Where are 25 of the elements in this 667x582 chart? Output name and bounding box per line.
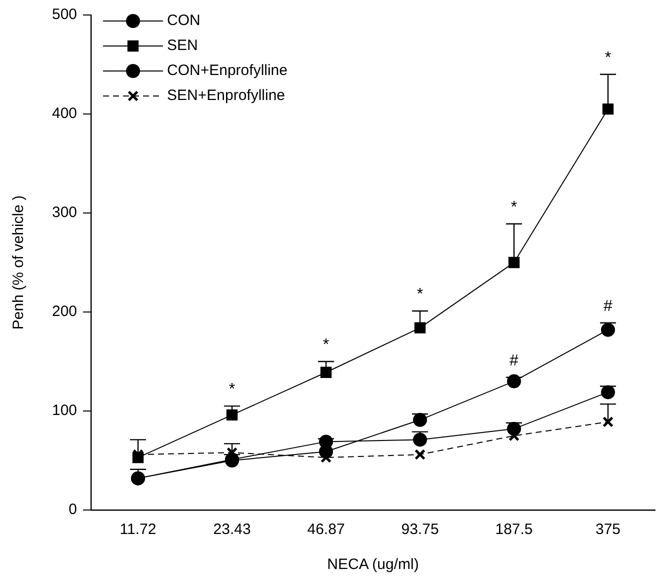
y-tick-label: 500 [52, 6, 78, 24]
annotation: # [604, 298, 613, 315]
y-tick-label: 300 [52, 204, 78, 222]
y-tick-label: 200 [52, 303, 78, 320]
annotation: * [604, 49, 612, 66]
legend-label: SEN [167, 37, 198, 54]
y-tick-label: 100 [52, 402, 78, 420]
legend-label: CON+Enprofylline [167, 62, 288, 80]
annotation: * [416, 286, 424, 304]
y-tick-label: 400 [52, 105, 78, 122]
x-tick-label: 375 [595, 521, 621, 538]
x-axis-title: NECA (ug/ml) [327, 556, 419, 574]
legend-label: SEN+Enprofylline [167, 87, 286, 104]
legend-label: CON [167, 12, 200, 30]
x-tick-label: 93.75 [401, 521, 439, 538]
y-axis-title: Penh (% of vehicle ) [10, 195, 28, 330]
x-tick-label: 23.43 [213, 521, 251, 538]
x-tick-label: 187.5 [495, 521, 533, 538]
annotation: * [228, 381, 236, 398]
y-tick-label: 0 [68, 501, 78, 518]
x-tick-label: 11.72 [120, 521, 156, 538]
x-tick-label: 46.87 [307, 521, 345, 538]
annotation: * [510, 198, 518, 216]
annotation: # [510, 352, 519, 370]
annotation: * [322, 336, 330, 354]
